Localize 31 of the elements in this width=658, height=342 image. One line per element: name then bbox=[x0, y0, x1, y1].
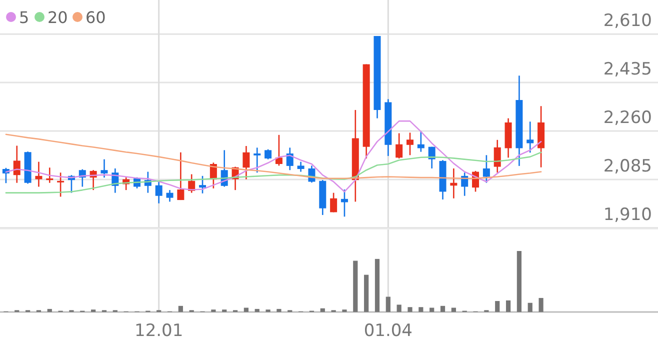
bar bbox=[506, 300, 511, 312]
legend-label: 60 bbox=[86, 8, 106, 27]
legend-label: 20 bbox=[48, 8, 68, 27]
bar bbox=[538, 298, 544, 312]
bar bbox=[528, 302, 532, 312]
legend-label: 5 bbox=[19, 8, 30, 27]
bar bbox=[386, 296, 390, 312]
bar bbox=[495, 301, 500, 312]
bar bbox=[244, 308, 248, 312]
bar bbox=[430, 308, 434, 312]
bar bbox=[440, 306, 446, 312]
bar bbox=[353, 260, 358, 312]
x-tick-label: 12.01 bbox=[134, 321, 184, 341]
bar bbox=[320, 308, 325, 312]
bar bbox=[364, 274, 369, 312]
bar bbox=[418, 307, 424, 312]
y-tick-label: 2,610 bbox=[603, 11, 652, 32]
y-tick-label: 2,435 bbox=[603, 60, 652, 80]
bar bbox=[47, 308, 52, 312]
x-tick-label: 01.04 bbox=[364, 321, 412, 341]
bar bbox=[408, 307, 412, 312]
bar bbox=[276, 308, 282, 312]
bar bbox=[374, 258, 380, 312]
y-tick-label: 2,260 bbox=[603, 108, 652, 128]
y-tick-label: 1,910 bbox=[603, 205, 652, 225]
bar bbox=[396, 304, 402, 312]
bar bbox=[451, 308, 456, 312]
bar bbox=[516, 251, 522, 312]
y-tick-label: 2,085 bbox=[603, 156, 652, 177]
bar bbox=[178, 306, 183, 312]
bar bbox=[254, 308, 260, 312]
